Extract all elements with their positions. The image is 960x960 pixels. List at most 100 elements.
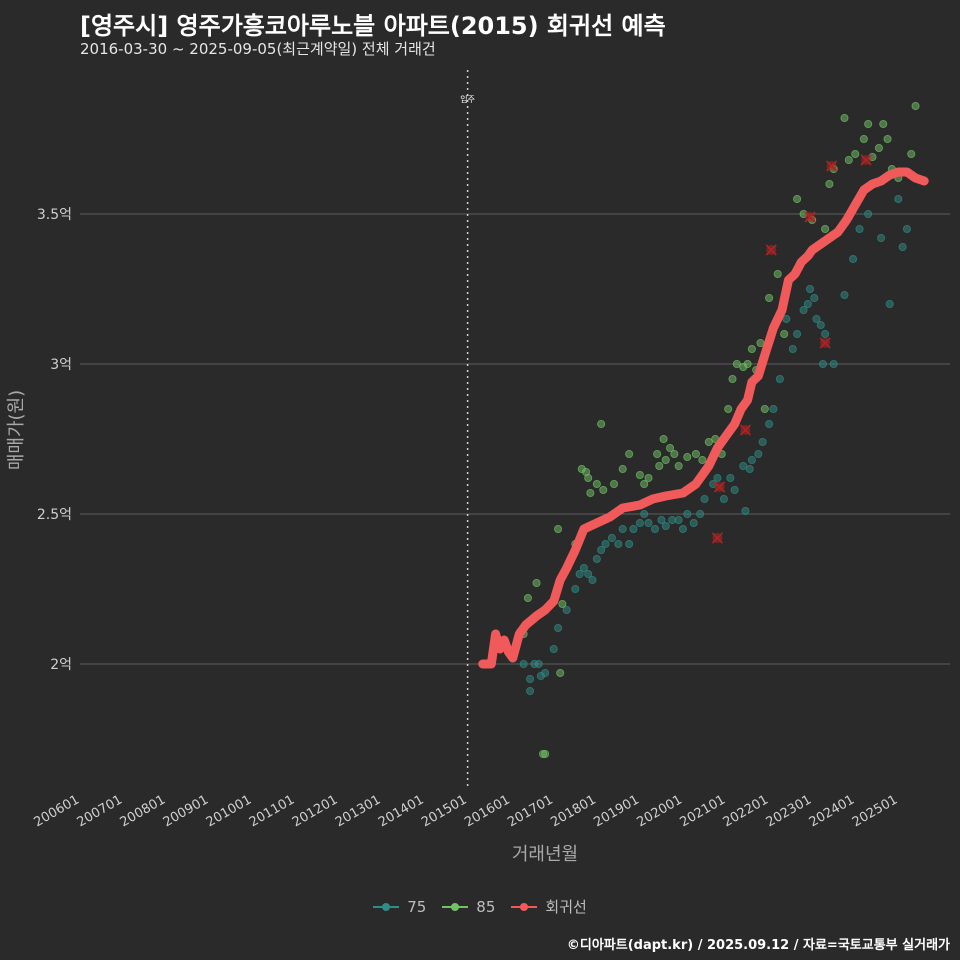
data-point-75 — [640, 509, 649, 518]
legend-item-75: 75 — [373, 898, 426, 916]
data-point-85 — [825, 179, 834, 188]
regression-line — [478, 167, 929, 669]
data-point-75 — [821, 329, 830, 338]
data-point-85 — [911, 102, 920, 111]
legend-label-85: 85 — [476, 897, 496, 916]
x-tick-label: 202301 — [764, 792, 814, 830]
data-point-75 — [554, 624, 563, 633]
data-point-75 — [597, 546, 606, 555]
data-point-85 — [558, 600, 567, 609]
data-point-75 — [782, 314, 791, 323]
data-point-85 — [586, 488, 595, 497]
data-point-75 — [806, 284, 815, 293]
x-tick-label: 202401 — [807, 792, 857, 830]
data-point-75 — [788, 344, 797, 353]
x-tick-label: 201201 — [290, 792, 340, 830]
legend-label-75: 75 — [407, 897, 427, 916]
x-tick-label: 201801 — [548, 792, 598, 830]
data-point-85 — [556, 669, 565, 678]
x-tick-label: 202101 — [678, 792, 728, 830]
data-point-75 — [696, 509, 705, 518]
y-tick-label: 2억 — [50, 657, 72, 673]
data-point-75 — [713, 473, 722, 482]
y-tick-label: 3.5억 — [37, 207, 72, 223]
data-point-75 — [584, 570, 593, 579]
data-point-85 — [879, 120, 888, 129]
data-point-85 — [584, 473, 593, 482]
legend-key-regression — [511, 901, 538, 913]
data-point-85 — [851, 149, 860, 158]
y-axis-title: 매매가(원) — [6, 390, 27, 470]
data-point-85 — [756, 338, 765, 347]
data-point-75 — [575, 570, 584, 579]
data-point-75 — [864, 209, 873, 218]
x-tick-label: 201901 — [591, 792, 641, 830]
x-tick-label: 201101 — [247, 792, 297, 830]
data-point-85 — [644, 473, 653, 482]
data-point-85 — [732, 359, 741, 368]
x-tick-label: 201001 — [204, 792, 254, 830]
data-point-85 — [683, 452, 692, 461]
data-point-75 — [803, 299, 812, 308]
x-tick-label: 202501 — [850, 792, 900, 830]
x-tick-label: 200701 — [75, 792, 125, 830]
legend: 75 85 회귀선 — [0, 896, 960, 917]
y-tick-label: 3억 — [50, 357, 72, 373]
x-tick-label: 202001 — [634, 792, 684, 830]
data-point-75 — [894, 194, 903, 203]
data-point-75 — [730, 485, 739, 494]
data-point-75 — [519, 660, 528, 669]
outlier-cross-icon — [825, 160, 838, 172]
data-point-75 — [754, 449, 763, 458]
data-point-75 — [700, 494, 709, 503]
data-point-75 — [588, 576, 597, 585]
x-tick-label: 201401 — [376, 792, 426, 830]
outlier-cross-icon — [765, 244, 777, 256]
data-point-75 — [818, 359, 827, 368]
y-tick-label: 2.5억 — [37, 507, 72, 523]
data-point-75 — [877, 233, 886, 242]
data-point-75 — [758, 437, 767, 446]
data-point-75 — [741, 506, 750, 515]
data-point-75 — [614, 540, 623, 549]
data-point-85 — [859, 134, 868, 143]
data-point-85 — [821, 224, 830, 233]
data-point-75 — [849, 254, 858, 263]
legend-key-75 — [373, 901, 400, 913]
data-point-85 — [661, 455, 670, 464]
data-point-75 — [775, 374, 784, 383]
x-tick-label: 201501 — [419, 792, 469, 830]
data-point-85 — [691, 449, 700, 458]
data-point-85 — [780, 329, 789, 338]
data-point-85 — [666, 443, 675, 452]
x-tick-label: 201301 — [333, 792, 383, 830]
data-point-75 — [745, 464, 754, 473]
data-point-85 — [653, 449, 662, 458]
chart-subtitle: 2016-03-30 ~ 2025-09-05(최근계약일) 전체 거래건 — [80, 40, 436, 58]
move-in-label: 입주 — [460, 95, 475, 104]
outlier-cross-icon — [714, 481, 726, 493]
data-point-75 — [657, 516, 666, 525]
data-point-85 — [773, 269, 782, 278]
data-point-75 — [541, 669, 550, 678]
outlier-cross-icon — [739, 424, 751, 436]
data-point-75 — [765, 419, 774, 428]
data-point-75 — [526, 675, 535, 684]
data-point-75 — [650, 525, 659, 534]
legend-key-85 — [442, 901, 469, 913]
data-point-85 — [659, 434, 668, 443]
data-point-75 — [812, 314, 821, 323]
outlier-cross-icon — [860, 154, 872, 166]
data-point-75 — [683, 509, 692, 518]
data-point-85 — [618, 464, 627, 473]
data-point-85 — [554, 525, 563, 534]
data-point-85 — [704, 437, 713, 446]
data-point-85 — [874, 143, 883, 152]
data-point-85 — [864, 120, 873, 129]
x-tick-label: 202201 — [721, 792, 771, 830]
outlier-cross-icon — [711, 532, 723, 544]
data-point-85 — [523, 594, 532, 603]
data-point-75 — [769, 404, 778, 413]
data-point-85 — [747, 344, 756, 353]
data-point-85 — [541, 750, 550, 759]
